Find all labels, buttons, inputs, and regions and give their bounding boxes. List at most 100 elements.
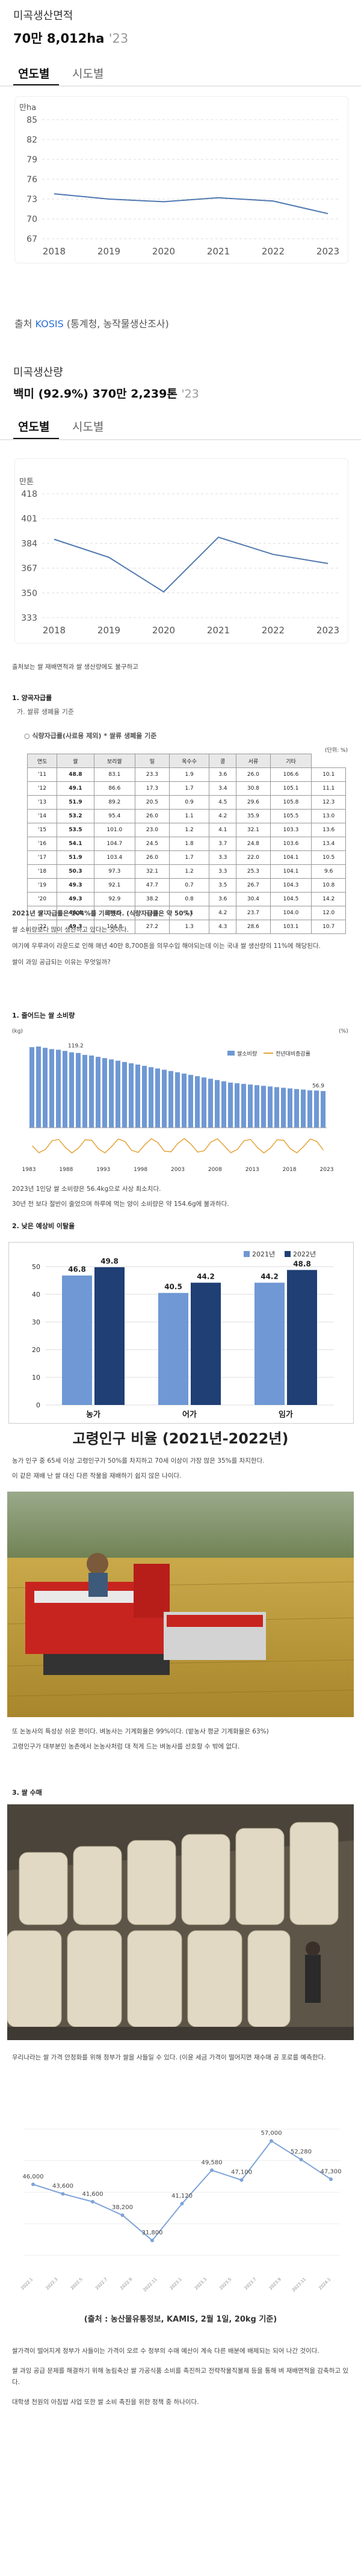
data-point: [329, 2177, 333, 2181]
x-tick-label: 2022: [262, 246, 285, 257]
x-tick-label: 2013: [245, 1167, 259, 1173]
table-row: '15 53.5 101.0 23.0 1.2 4.1 32.1 103.3 13.6: [26, 823, 346, 837]
source-rest: (통계청, 농작물생산조사): [66, 318, 169, 330]
bar: [255, 1085, 259, 1128]
series-line: [54, 193, 329, 215]
table-cell: 3.6: [209, 892, 237, 906]
bar: [162, 1069, 167, 1128]
bar: [29, 1047, 34, 1128]
x-tick-label: 1983: [22, 1167, 36, 1173]
table-cell: '21: [26, 906, 58, 920]
x-tick-label: 2020: [152, 246, 175, 257]
table-cell: 1.7: [168, 781, 210, 796]
bar: [129, 1063, 134, 1128]
data-point: [299, 2157, 303, 2162]
table-cell: 12.3: [311, 795, 346, 810]
para-3-line: 농가 인구 중 65세 이상 고령인구가 50%를 차지하고 70세 이상이 가…: [12, 1457, 265, 1465]
table-cell: 105.5: [270, 809, 312, 823]
bar: [215, 1080, 220, 1128]
tab-prod-yearly[interactable]: 연도별: [18, 420, 50, 434]
area-line-chart: 만ha 67 70 73 76 79 82 85 2018 2019 2020 2021 2022 202…: [19, 103, 340, 257]
price-line: [32, 2140, 332, 2242]
table-row: '17 51.9 103.4 26.0 1.7 3.3 22.0 104.1 10.5: [26, 850, 346, 865]
table-cell: 35.9: [236, 809, 271, 823]
x-tick-label: 1993: [96, 1167, 110, 1173]
bar: [228, 1083, 233, 1128]
bar: [255, 1282, 285, 1405]
area-value-number: 70만 8,012ha: [13, 31, 105, 46]
para-6-line: 쌀 과잉 공급 문제를 해결하기 위해 농림축산 쌀 가공식품 소비를 촉진하고…: [12, 2367, 349, 2386]
bar: [321, 1091, 326, 1128]
x-tick-label: 2023: [316, 625, 339, 636]
tab-prod-region[interactable]: 시도별: [72, 420, 104, 434]
data-label: 31,800: [142, 2230, 163, 2236]
data-point: [61, 2192, 65, 2196]
bar: [63, 1051, 67, 1128]
table-cell: 13.0: [311, 809, 346, 823]
tab-area-yearly[interactable]: 연도별: [18, 67, 50, 81]
source-link[interactable]: KOSIS: [35, 318, 64, 330]
x-tick-label: 2022.9: [119, 2277, 133, 2291]
x-tick-label: 1998: [134, 1167, 147, 1173]
data-point: [120, 2213, 125, 2218]
tab-area-region[interactable]: 시도별: [72, 67, 104, 81]
table-header-cell: 콩: [209, 754, 237, 768]
table-row: '12 49.1 86.6 17.3 1.7 3.4 30.8 105.1 11.1: [26, 781, 346, 796]
bar: [36, 1047, 41, 1128]
bar: [188, 1075, 193, 1128]
table-cell: 1.1: [168, 809, 210, 823]
table-cell: 10.8: [311, 878, 346, 893]
table-cell: 49.3: [57, 892, 94, 906]
table-cell: 38.2: [135, 892, 170, 906]
area-chart: 만ha 67 70 73 76 79 82 85 2018 2019 2020 2021 2022 202…: [14, 96, 348, 263]
table-cell: 29.6: [236, 795, 271, 810]
table-cell: 47.7: [135, 878, 170, 893]
para-2-line: 30년 전 보다 절반이 줄었으며 하루에 먹는 양이 소비량은 약 154.6…: [12, 1200, 229, 1208]
bar: [261, 1086, 266, 1128]
bar-label: 56.9: [312, 1083, 324, 1089]
bar: [96, 1057, 100, 1128]
table-row: '11 48.8 83.1 23.3 1.9 3.6 26.0 106.6 10.1: [26, 767, 346, 782]
para-4-line: 또 논농사의 특성상 쉬운 편이다. 벼농사는 기계화율은 99%이다. (밭농…: [12, 1728, 269, 1735]
table-cell: 4.5: [209, 795, 237, 810]
bar: [135, 1065, 140, 1128]
data-label: 43,600: [52, 2183, 73, 2190]
bar: [288, 1088, 292, 1128]
table-cell: 101.0: [93, 823, 136, 837]
para-2-line: 2023년 1인당 쌀 소비량은 56.4kg으로 사상 최소치다.: [12, 1185, 161, 1193]
y-tick-label: 401: [21, 514, 37, 524]
bar-value-label: 44.2: [197, 1273, 215, 1281]
y-axis-unit-left: (kg): [12, 1028, 23, 1034]
y-tick-label: 418: [21, 490, 37, 499]
table-cell: 95.4: [93, 809, 136, 823]
table-cell: 103.6: [270, 837, 312, 851]
table-header-cell: 쌀: [57, 754, 94, 768]
category-label: 어가: [182, 1410, 197, 1419]
table-cell: 92.9: [93, 892, 136, 906]
table-cell: 104.7: [93, 837, 136, 851]
table-cell: 44.4: [57, 906, 94, 920]
bar: [191, 1282, 221, 1405]
y-tick-label: 73: [26, 195, 37, 204]
price-source: (출처 : 농산물유통정보, KAMIS, 2월 1일, 20kg 기준): [84, 2315, 277, 2324]
section4-title: 3. 쌀 수매: [12, 1789, 42, 1797]
table-cell: 24.8: [236, 837, 271, 851]
bar: [82, 1054, 87, 1128]
y-tick-label: 79: [26, 155, 37, 165]
table-cell: 50.3: [57, 864, 94, 879]
bar: [307, 1090, 312, 1128]
divider: [0, 439, 361, 440]
y-tick-label: 30: [32, 1318, 40, 1326]
bar: [301, 1089, 306, 1128]
bar-value-label: 46.8: [68, 1265, 86, 1274]
bar: [294, 1089, 299, 1128]
bar: [69, 1052, 74, 1128]
y-tick-label: 384: [21, 539, 37, 549]
table-cell: '13: [26, 795, 58, 810]
table-cell: 89.2: [93, 795, 136, 810]
table-cell: 84.6: [93, 906, 136, 920]
area-source: 출처 KOSIS (통계청, 농작물생산조사): [14, 316, 169, 330]
table-cell: 103.3: [270, 823, 312, 837]
data-point: [270, 2139, 273, 2143]
x-tick-label: 2018: [43, 246, 66, 257]
